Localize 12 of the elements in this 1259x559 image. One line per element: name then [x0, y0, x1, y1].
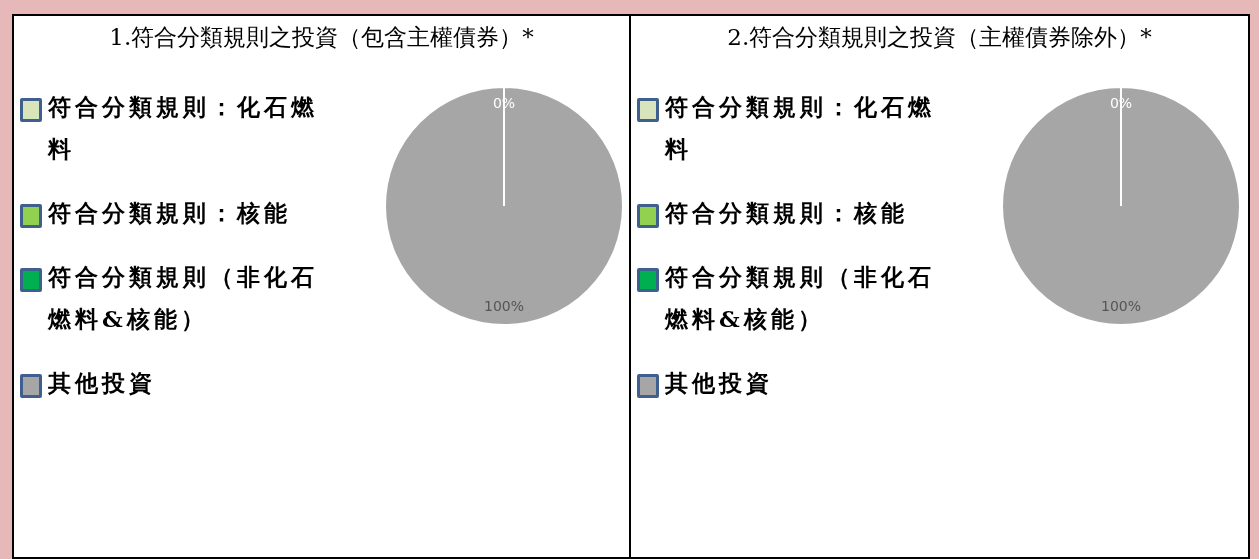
legend-label: 其他投資 [48, 368, 156, 398]
legend-label: 符合分類規則：核能 [48, 198, 291, 228]
data-label: 100% [483, 297, 525, 314]
legend-label: 符合分類規則（非化石燃料&核能） [665, 262, 936, 334]
legend-label: 其他投資 [665, 368, 773, 398]
legend-label: 符合分類規則（非化石燃料&核能） [48, 262, 319, 334]
data-label: 100% [1100, 297, 1142, 314]
chart-title: 1.符合分類規則之投資（包含主權債券）* [108, 23, 535, 52]
legend-label: 符合分類規則：核能 [665, 198, 908, 228]
legend-label: 符合分類規則：化石燃料 [665, 92, 936, 164]
chart-title: 2.符合分類規則之投資（主權債券除外）* [726, 23, 1153, 52]
legend-label: 符合分類規則：化石燃料 [48, 92, 319, 164]
